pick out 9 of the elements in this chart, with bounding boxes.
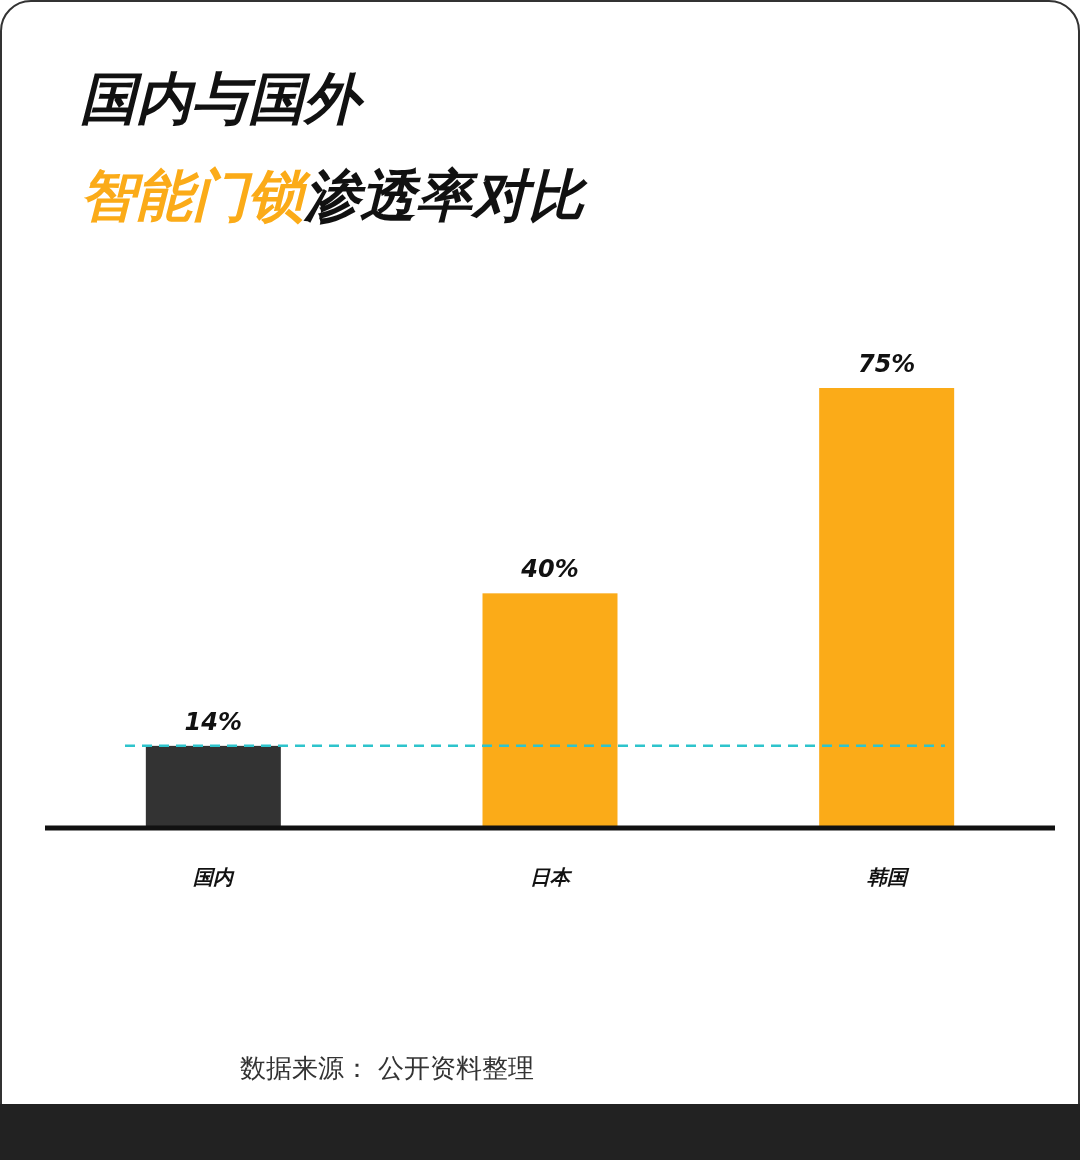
x-tick-label: 韩国 <box>866 865 910 889</box>
chart-title: 国内与国外 <box>80 66 365 131</box>
data-label: 75% <box>857 350 916 378</box>
x-tick-label: 国内 <box>193 865 236 889</box>
source-note: 数据来源： 公开资料整理 <box>240 1053 535 1083</box>
data-label: 40% <box>520 555 579 584</box>
data-label: 14% <box>184 707 243 736</box>
x-tick-label: 日本 <box>530 865 573 889</box>
chart-subtitle: 智能门锁渗透率对比 <box>80 163 588 228</box>
